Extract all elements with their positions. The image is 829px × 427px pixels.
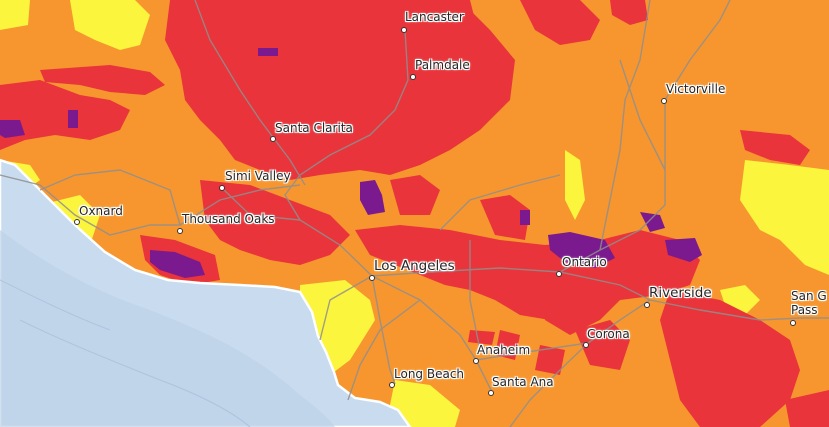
city-label-san-gorgonio-pass: San Go Pass (791, 290, 827, 317)
city-dot (410, 74, 416, 80)
city-label-ontario: Ontario (562, 255, 607, 269)
city-dot (644, 302, 650, 308)
city-dot (661, 98, 667, 104)
city-label-lancaster: Lancaster (405, 10, 464, 24)
city-label-simi-valley: Simi Valley (225, 169, 291, 183)
city-dot (401, 27, 407, 33)
purple-zones (0, 48, 702, 278)
city-dot (74, 219, 80, 225)
city-label-thousand-oaks: Thousand Oaks (182, 212, 275, 226)
city-dot (790, 320, 796, 326)
city-dot (369, 275, 375, 281)
city-dot (270, 136, 276, 142)
city-label-riverside: Riverside (649, 285, 712, 301)
city-label-anaheim: Anaheim (477, 343, 531, 357)
city-dot (177, 228, 183, 234)
city-dot (219, 185, 225, 191)
city-label-los-angeles: Los Angeles (374, 258, 455, 274)
ocean (0, 158, 412, 427)
city-label-santa-clarita: Santa Clarita (275, 121, 353, 135)
city-label-corona: Corona (587, 327, 630, 341)
city-dot (583, 342, 589, 348)
city-label-oxnard: Oxnard (79, 204, 123, 218)
city-label-palmdale: Palmdale (415, 58, 470, 72)
city-label-long-beach: Long Beach (394, 367, 465, 381)
city-dot (473, 358, 479, 364)
city-label-victorville: Victorville (666, 82, 726, 96)
city-dot (556, 271, 562, 277)
city-dot (488, 390, 494, 396)
city-dot (389, 382, 395, 388)
city-label-santa-ana: Santa Ana (492, 375, 554, 389)
